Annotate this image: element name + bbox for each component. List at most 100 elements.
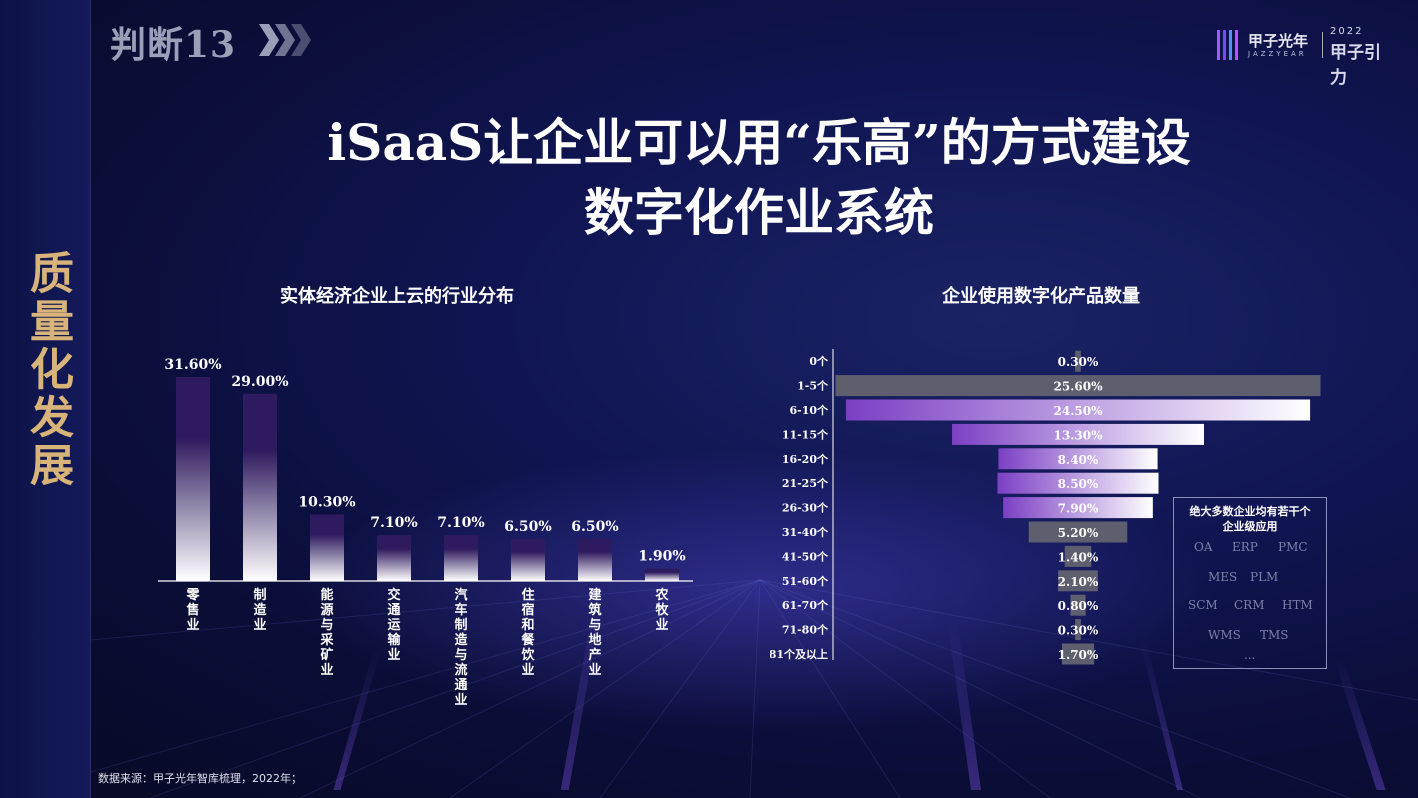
app-label: PMC	[1278, 540, 1308, 554]
app-label: OA	[1194, 540, 1213, 554]
category-label: 业	[186, 617, 199, 633]
category-label: 造	[253, 602, 267, 618]
funnel-bar	[1075, 619, 1081, 641]
logo-en: JAZZYEAR	[1248, 50, 1307, 58]
page-title-line-1: iSaaS让企业可以用“乐高”的方式建设	[327, 113, 1191, 172]
funnel-category-label: 0个	[809, 354, 829, 368]
enterprise-apps-title-line-1: 绝大多数企业均有若干个	[1189, 505, 1311, 518]
bar-value-label: 7.10%	[370, 515, 417, 531]
left-chart-title: 实体经济企业上云的行业分布	[280, 286, 514, 307]
funnel-value-label: 8.40%	[1058, 453, 1099, 467]
app-label: MES	[1208, 570, 1238, 584]
app-label: ...	[1244, 648, 1256, 662]
bar	[310, 514, 344, 581]
funnel-value-label: 1.40%	[1058, 550, 1099, 564]
funnel-bar	[998, 448, 1158, 470]
funnel-category-label: 41-50个	[782, 549, 829, 563]
funnel-category-label: 11-15个	[782, 427, 829, 441]
funnel-bar	[1075, 350, 1081, 372]
bar-value-label: 1.90%	[638, 549, 685, 565]
funnel-value-label: 24.50%	[1054, 404, 1104, 418]
funnel-value-label: 0.30%	[1058, 355, 1099, 369]
funnel-bar	[1064, 545, 1092, 567]
funnel-bar	[835, 375, 1321, 397]
logo-cn: 甲子光年	[1248, 32, 1309, 50]
category-label: 牧	[655, 602, 669, 618]
category-label: 宿	[521, 602, 534, 618]
category-label: 业	[387, 647, 400, 663]
funnel-category-label: 6-10个	[789, 403, 829, 417]
app-label: TMS	[1260, 628, 1289, 642]
product-count-funnel-chart: 0.30% 0个 25.60% 1-5个 24.50% 6-10个 13.30% 11-15个…	[770, 349, 1321, 665]
category-label: 矿	[320, 647, 333, 663]
funnel-category-label: 61-70个	[782, 598, 829, 612]
category-label: 制	[454, 617, 467, 633]
chevrons-icon	[259, 24, 311, 56]
funnel-value-label: 0.30%	[1058, 624, 1099, 638]
category-label: 筑	[588, 602, 601, 618]
funnel-value-label: 1.70%	[1058, 648, 1099, 662]
bar	[243, 393, 277, 581]
app-label: WMS	[1208, 628, 1241, 642]
app-label: CRM	[1234, 598, 1265, 612]
bar-value-label: 6.50%	[504, 519, 551, 535]
category-label: 运	[387, 618, 400, 633]
category-label: 业	[655, 617, 668, 633]
category-label: 业	[588, 662, 601, 678]
category-label: 饮	[520, 647, 535, 663]
category-label: 地	[588, 632, 601, 648]
funnel-category-label: 1-5个	[797, 379, 829, 393]
funnel-bar	[1070, 594, 1086, 616]
funnel-value-label: 2.10%	[1058, 575, 1099, 589]
judgment-tag: 判断13	[110, 24, 237, 66]
funnel-category-label: 71-80个	[782, 623, 829, 637]
enterprise-apps-title: 绝大多数企业均有若干个 企业级应用	[1174, 504, 1326, 534]
industry-bar-chart: 31.60%零售业29.00%制造业10.30%能源与采矿业7.10%交通运输业…	[158, 357, 693, 708]
funnel-bar	[1028, 521, 1128, 543]
funnel-bar	[845, 399, 1311, 421]
category-label: 源	[320, 602, 333, 618]
bar	[511, 539, 545, 581]
category-label: 与	[588, 618, 601, 633]
category-label: 造	[454, 632, 468, 648]
funnel-bar	[952, 423, 1204, 445]
category-label: 业	[454, 692, 467, 708]
category-label: 住	[521, 587, 534, 603]
page-title-line-2: 数字化作业系统	[584, 183, 934, 242]
funnel-bar	[997, 472, 1159, 494]
category-label: 制	[253, 587, 266, 603]
left-sidebar: 质量化发展	[0, 0, 91, 798]
enterprise-apps-title-line-2: 企业级应用	[1222, 520, 1278, 533]
category-label: 与	[454, 648, 467, 663]
funnel-bar	[1058, 570, 1098, 592]
logo-divider	[1322, 32, 1323, 58]
category-label: 业	[521, 662, 534, 678]
category-label: 能	[320, 587, 333, 603]
bar	[645, 568, 679, 581]
funnel-value-label: 8.50%	[1058, 477, 1099, 491]
funnel-bar	[1003, 497, 1153, 519]
category-label: 农	[654, 587, 668, 603]
category-label: 流	[454, 662, 467, 678]
logo-year: 2022	[1330, 26, 1364, 37]
funnel-category-label: 26-30个	[782, 501, 829, 515]
funnel-category-label: 16-20个	[782, 452, 829, 466]
category-label: 售	[186, 602, 199, 618]
app-label: HTM	[1282, 598, 1313, 612]
brand-logo: 甲子光年 JAZZYEAR 2022 甲子引力	[1214, 26, 1394, 88]
bar-value-label: 29.00%	[231, 374, 288, 390]
funnel-category-label: 51-60个	[782, 574, 829, 588]
category-label: 与	[320, 618, 333, 633]
app-label: ERP	[1232, 540, 1258, 554]
funnel-bar	[1061, 643, 1095, 665]
right-chart-title: 企业使用数字化产品数量	[942, 286, 1140, 307]
category-label: 通	[387, 602, 400, 618]
category-label: 建	[588, 587, 601, 603]
logo-event: 甲子引力	[1330, 43, 1381, 88]
app-label: PLM	[1250, 570, 1279, 584]
bar	[444, 535, 478, 581]
category-label: 业	[320, 662, 333, 678]
funnel-value-label: 5.20%	[1058, 526, 1099, 540]
